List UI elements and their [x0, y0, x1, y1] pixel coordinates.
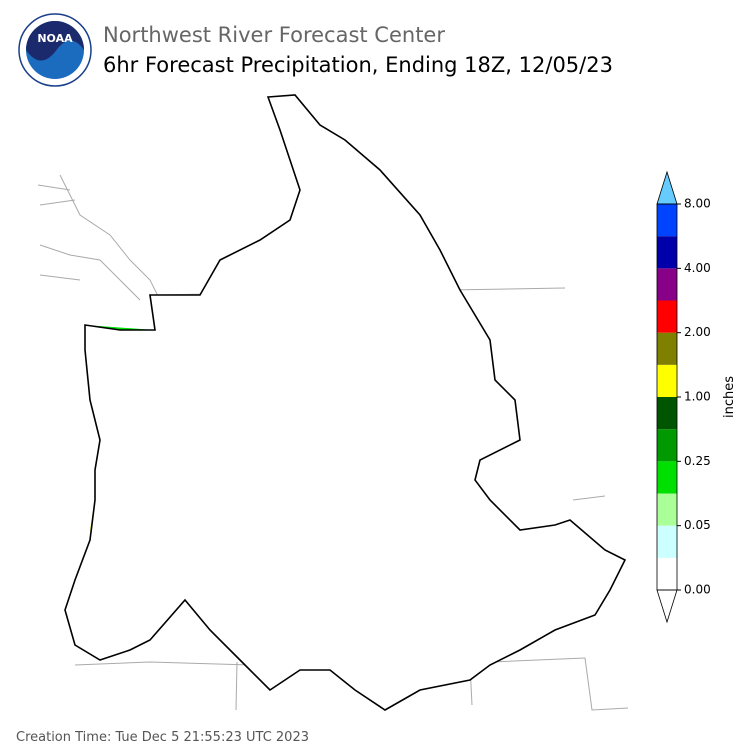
coastline [37, 174, 161, 301]
noaa-logo: NOAA [18, 13, 92, 87]
creation-time: Creation Time: Tue Dec 5 21:55:23 UTC 20… [16, 730, 309, 745]
colorbar-band [657, 525, 677, 558]
colorbar-band [657, 397, 677, 430]
map [37, 94, 629, 711]
colorbar-tick-label: 2.00 [684, 325, 711, 339]
colorbar-tick-label: 0.05 [684, 518, 711, 532]
subtitle: 6hr Forecast Precipitation, Ending 18Z, … [103, 53, 613, 77]
colorbar-tick-label: 0.25 [684, 454, 711, 468]
colorbar-band [657, 557, 677, 590]
colorbar-band [657, 300, 677, 333]
colorbar-band [657, 364, 677, 397]
colorbar-band [657, 236, 677, 269]
basin-outline [64, 94, 626, 711]
colorbar-band [657, 268, 677, 301]
logo-text: NOAA [37, 32, 73, 45]
colorbar-over [656, 170, 678, 205]
colorbar: 0.00 0.05 0.25 1.00 2.00 4.00 8.00 [656, 170, 711, 624]
colorbar-tick-label: 1.00 [684, 390, 711, 404]
colorbar-tick-label: 4.00 [684, 261, 711, 275]
colorbar-tick-label: 8.00 [684, 197, 711, 211]
colorbar-band [657, 332, 677, 365]
colorbar-band [657, 429, 677, 462]
title: Northwest River Forecast Center [103, 23, 445, 47]
colorbar-label: inches [722, 376, 737, 418]
colorbar-under [656, 589, 678, 624]
colorbar-band [657, 461, 677, 494]
colorbar-band [657, 204, 677, 237]
colorbar-tick-label: 0.00 [684, 583, 711, 597]
colorbar-band [657, 493, 677, 526]
